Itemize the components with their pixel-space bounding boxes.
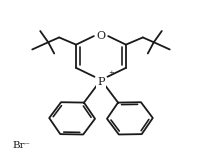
Text: O: O: [96, 31, 106, 41]
Text: P: P: [97, 77, 105, 87]
Text: +: +: [108, 69, 114, 77]
Text: Br⁻: Br⁻: [12, 141, 31, 150]
